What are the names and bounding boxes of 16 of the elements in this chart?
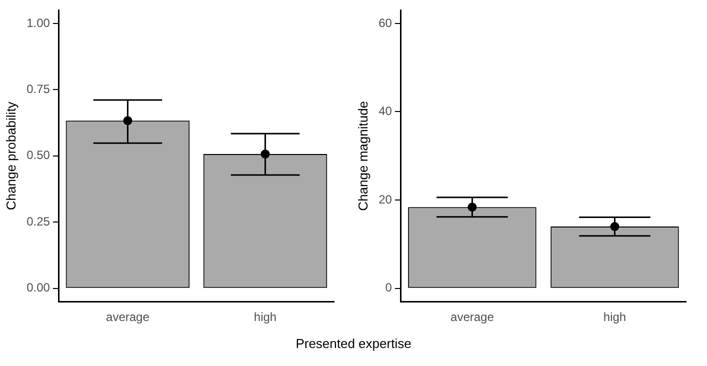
x-tick-label: average <box>106 310 150 324</box>
x-tick-label: average <box>450 310 494 324</box>
y-tick-label: 0.75 <box>26 82 50 96</box>
y-axis-title: Change magnitude <box>355 100 370 211</box>
y-tick-label: 0.00 <box>26 280 50 295</box>
y-tick-label: 40 <box>378 104 392 118</box>
x-tick-label: high <box>254 310 277 324</box>
x-axis-title: Presented expertise <box>294 336 412 351</box>
y-tick-label: 0 <box>385 280 392 295</box>
x-tick-label: high <box>603 310 626 324</box>
y-tick-label: 20 <box>378 192 392 206</box>
y-tick-label: 1.00 <box>26 16 50 30</box>
y-tick-label: 60 <box>378 16 392 30</box>
y-tick-label: 0.25 <box>26 214 50 228</box>
y-tick-label: 0.50 <box>26 148 50 162</box>
y-axis-title: Change probability <box>3 101 18 210</box>
